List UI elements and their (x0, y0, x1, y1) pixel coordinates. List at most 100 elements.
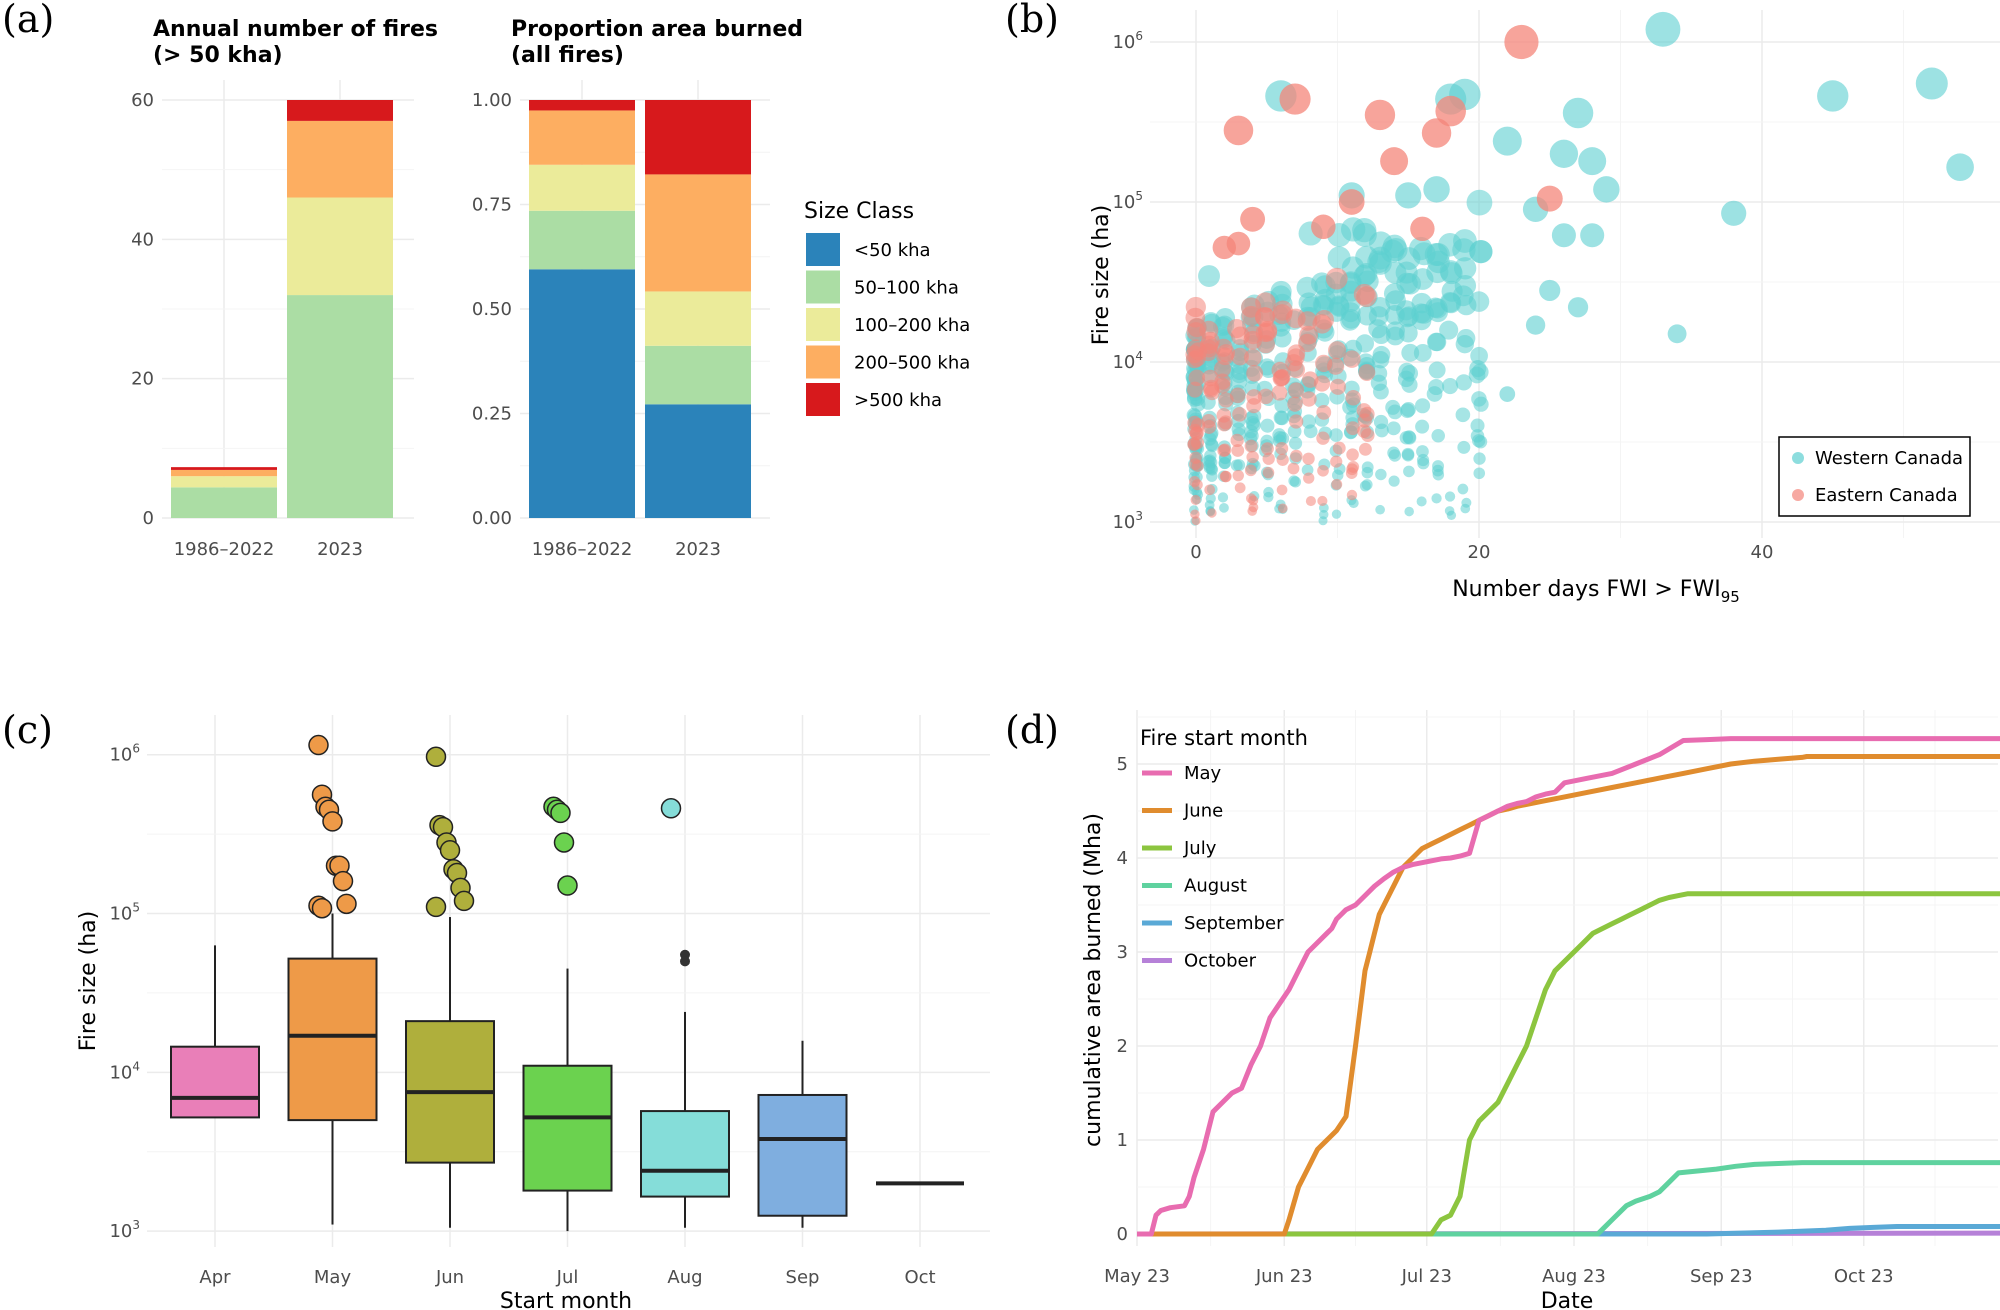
scatter-point-western (1549, 139, 1579, 168)
scatter-point-western (1272, 328, 1292, 348)
scatter-point-eastern (1240, 206, 1266, 232)
chart-subtitle: (all fires) (511, 43, 624, 68)
box-iqr (522, 1064, 613, 1192)
scatter-point-western (1205, 437, 1219, 452)
chart-title: Annual number of fires (153, 17, 438, 42)
x-tick-label: Jun (435, 1267, 464, 1288)
scatter-point-western (1374, 423, 1389, 438)
y-tick-label: 0.50 (472, 299, 512, 320)
scatter-point-eastern (1199, 320, 1219, 340)
scatter-point-western (1428, 361, 1446, 379)
y-tick-label: 0 (1117, 1224, 1128, 1245)
scatter-point-western (1401, 343, 1420, 362)
scatter-point-eastern (1504, 24, 1539, 60)
x-axis-title: Number days FWI > FWI95 (1452, 577, 1740, 606)
scatter-point-western (1400, 402, 1416, 417)
y-tick-label: 0.00 (472, 508, 512, 529)
bar-segment (287, 100, 393, 121)
box-iqr (757, 1093, 848, 1217)
scatter-point-eastern (1346, 448, 1359, 461)
x-tick-label: 2023 (675, 539, 721, 560)
scatter-point-eastern (1246, 450, 1259, 464)
bar-segment (287, 120, 393, 198)
y-tick-label: 1.00 (472, 90, 512, 111)
legend-swatch (806, 233, 840, 266)
scatter-point-eastern (1204, 484, 1216, 496)
y-tick-label: 105 (1112, 189, 1143, 213)
scatter-point-western (1289, 436, 1303, 450)
scatter-point-eastern (1287, 462, 1300, 475)
scatter-point-eastern (1185, 296, 1206, 318)
box-outlier (311, 897, 333, 919)
y-tick-label: 106 (109, 742, 140, 766)
scatter-point-eastern (1218, 443, 1232, 457)
scatter-point-western (1270, 285, 1292, 307)
scatter-point-western (1348, 498, 1359, 509)
scatter-point-eastern (1202, 419, 1217, 434)
scatter-point-eastern (1287, 396, 1303, 412)
scatter-point-eastern (1255, 307, 1276, 328)
scatter-point-eastern (1244, 464, 1257, 477)
scatter-point-western (1361, 466, 1374, 479)
box-outlier (660, 798, 682, 819)
scatter-point-western (1327, 246, 1351, 270)
scatter-point-western (1551, 223, 1576, 248)
scatter-point-western (1426, 386, 1443, 402)
bar-segment (287, 197, 393, 296)
legend-label: Western Canada (1815, 448, 1963, 469)
scatter-point-western (1260, 418, 1275, 433)
scatter-point-western (1444, 506, 1455, 516)
scatter-point-western (1398, 362, 1416, 380)
scatter-point-eastern (1302, 452, 1315, 465)
scatter-point-eastern (1244, 348, 1262, 367)
scatter-point-eastern (1226, 231, 1251, 256)
chart-title: Proportion area burned (511, 17, 803, 42)
scatter-point-western (1457, 483, 1469, 495)
y-tick-label: 60 (131, 90, 154, 111)
scatter-point-eastern (1203, 379, 1220, 396)
scatter-point-western (1469, 360, 1487, 378)
scatter-point-eastern (1232, 406, 1247, 422)
x-tick-label: Oct 23 (1834, 1266, 1894, 1287)
scatter-point-eastern (1359, 406, 1375, 422)
scatter-point-eastern (1191, 479, 1203, 491)
scatter-point-western (1231, 363, 1249, 381)
line-series-june (1137, 754, 2000, 1237)
scatter-point-western (1431, 493, 1442, 504)
scatter-point-eastern (1229, 387, 1246, 404)
x-tick-label: May 23 (1104, 1266, 1170, 1287)
bar-segment (645, 345, 751, 405)
box-iqr (287, 957, 378, 1122)
y-tick-label: 0 (143, 508, 154, 529)
x-tick-label: 2023 (317, 539, 363, 560)
scatter-point-western (1318, 516, 1328, 526)
scatter-point-western (1946, 153, 1974, 182)
scatter-point-eastern (1288, 382, 1305, 399)
scatter-point-eastern (1346, 489, 1358, 501)
scatter-point-western (1372, 383, 1389, 400)
scatter-point-eastern (1331, 478, 1343, 490)
y-axis-title: cumulative area burned (Mha) (1081, 813, 1106, 1147)
x-tick-label: Aug (667, 1267, 702, 1288)
scatter-point-western (1431, 428, 1445, 443)
scatter-point-eastern (1313, 375, 1331, 392)
legend-label: 200–500 kha (854, 353, 970, 374)
scatter-point-western (1426, 332, 1446, 352)
scatter-point-eastern (1303, 472, 1315, 484)
scatter-point-western (1396, 272, 1418, 295)
scatter-point-western (1387, 446, 1400, 460)
bar-segment (529, 269, 635, 518)
scatter-point-western (1314, 392, 1330, 409)
scatter-point-western (1915, 67, 1948, 100)
scatter-point-eastern (1346, 463, 1359, 476)
panel-label-a: (a) (2, 0, 54, 41)
scatter-point-eastern (1218, 392, 1234, 408)
scatter-point-eastern (1410, 216, 1435, 241)
scatter-point-western (1375, 468, 1387, 481)
line-series-july (1137, 891, 2000, 1237)
scatter-point-western (1331, 509, 1342, 519)
scatter-point-western (1539, 279, 1561, 302)
scatter-point-eastern (1188, 369, 1206, 387)
scatter-point-eastern (1262, 452, 1275, 465)
line-series-may (1137, 736, 2000, 1237)
